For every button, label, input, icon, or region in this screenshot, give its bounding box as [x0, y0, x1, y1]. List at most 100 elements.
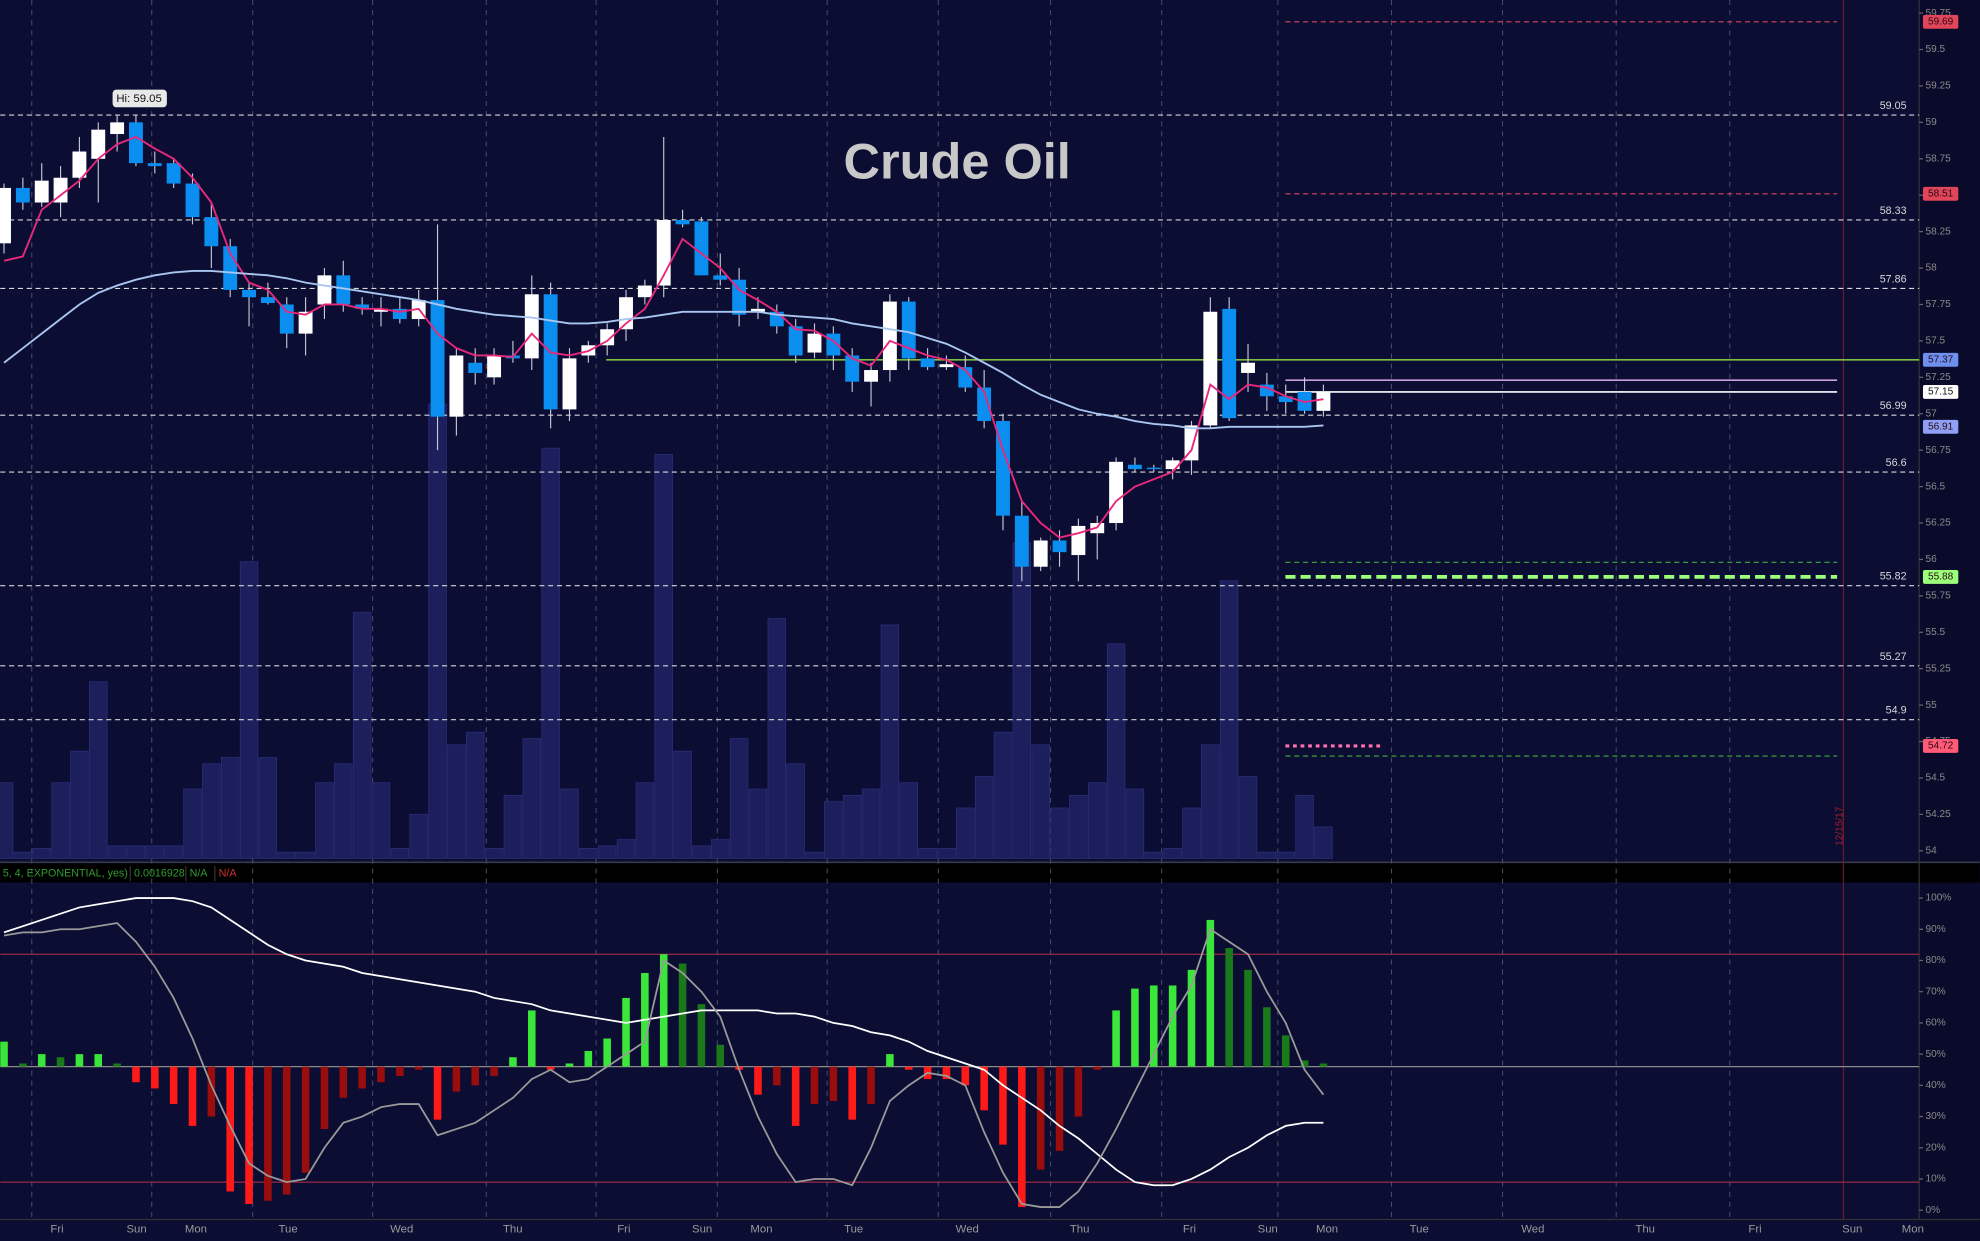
histogram-bar [810, 1066, 819, 1105]
volume-bar [805, 851, 824, 859]
volume-bar [1201, 744, 1220, 859]
candle-body [110, 122, 125, 135]
histogram-bar [1131, 988, 1139, 1067]
candle-body [1184, 425, 1199, 461]
histogram-bar [1281, 1035, 1290, 1067]
histogram-bar [433, 1066, 442, 1120]
histogram-bar [754, 1066, 762, 1095]
volume-bar [956, 807, 975, 859]
price-tag-label: 56.91 [1928, 422, 1954, 433]
candle-body [374, 308, 388, 312]
legend-strip [0, 863, 1980, 883]
histogram-bar [1018, 1066, 1026, 1208]
price-axis-bg [1919, 0, 1980, 1241]
histogram-bar [1074, 1066, 1083, 1117]
volume-bar [1144, 851, 1163, 859]
volume-bar [503, 794, 523, 859]
osc-tick-label: 60% [1925, 1018, 1945, 1029]
candle-body [1014, 515, 1029, 567]
volume-bar [654, 454, 673, 859]
osc-tick-label: 10% [1925, 1174, 1945, 1185]
candle-body [1071, 525, 1086, 556]
time-label: Wed [956, 1224, 979, 1236]
volume-bar [390, 847, 410, 859]
candle-body [72, 151, 87, 178]
y-tick-label: 56.5 [1925, 481, 1945, 492]
y-tick-label: 57.75 [1925, 299, 1951, 310]
candle-body [788, 326, 803, 356]
histogram-bar [301, 1066, 310, 1173]
candle-body [185, 183, 200, 218]
price-tag-label: 55.88 [1928, 572, 1954, 583]
volume-bar [334, 763, 353, 859]
histogram-bar [527, 1010, 536, 1067]
histogram-bar [320, 1066, 329, 1130]
histogram-bar [19, 1063, 27, 1067]
candle-body [53, 177, 68, 203]
histogram-bar [282, 1066, 291, 1195]
y-tick-label: 54.5 [1925, 773, 1945, 784]
candle-body [901, 301, 916, 359]
grid [31, 0, 1845, 1220]
candle-body [1278, 396, 1293, 403]
histogram-bar [980, 1066, 988, 1111]
volume-bar [824, 801, 843, 859]
volume-bar [466, 731, 485, 859]
candle-body [1127, 464, 1142, 470]
candle-body [562, 358, 577, 410]
level-label: 55.27 [1880, 651, 1907, 663]
y-tick-label: 54 [1925, 845, 1937, 856]
histogram-bar [603, 1038, 611, 1067]
y-tick-label: 56.75 [1925, 445, 1951, 456]
volume-bar [13, 851, 33, 859]
axes-layer: Fri Sun Mon Tue Wed Thu Fri Sun Mon Tue Wed Thu Fri S… [3, 8, 1959, 1236]
histogram-bar [622, 997, 630, 1067]
price-layer [0, 115, 1331, 582]
osc-legend: 0.0016928 [134, 867, 185, 879]
price-tag [1922, 419, 1959, 434]
volume-bar [89, 681, 108, 859]
price-tag [1922, 352, 1959, 367]
candle-body [317, 275, 332, 305]
levels-layer: 59.05 58.33 57.86 56.99 56.6 55.82 55.27 54.9 [0, 21, 1920, 757]
volume-bar [126, 845, 146, 859]
candle-body [958, 367, 973, 388]
y-tick-label: 57 [1925, 408, 1937, 419]
volume-bar [880, 624, 900, 859]
y-tick-label: 55.5 [1925, 627, 1945, 638]
y-tick-label: 55 [1925, 700, 1937, 711]
volume-bar [409, 813, 428, 859]
volume-bar [711, 839, 730, 859]
histogram-bar [132, 1066, 140, 1083]
histogram-bar [37, 1054, 46, 1067]
candle-body [996, 421, 1010, 516]
histogram-bar [1300, 1060, 1309, 1067]
histogram-bar [791, 1066, 800, 1126]
osc-tick-label: 50% [1925, 1049, 1945, 1060]
volume-bar [541, 447, 560, 859]
y-tick-label: 55.75 [1925, 591, 1951, 602]
volume-bar [1031, 744, 1050, 859]
volume-bar [1238, 776, 1258, 859]
osc-tick-label: 20% [1925, 1142, 1945, 1153]
volume-bar [1257, 851, 1277, 859]
histogram-bar [1187, 969, 1196, 1067]
candle-body [882, 301, 897, 371]
y-tick-label: 59.75 [1925, 8, 1951, 19]
histogram-bar [377, 1066, 385, 1083]
osc-line [3, 922, 1325, 1208]
candle-body [977, 387, 992, 422]
histogram-bar [678, 963, 687, 1067]
price-tag-label: 58.51 [1928, 188, 1954, 199]
volume-bar [522, 738, 541, 859]
histogram-bar [829, 1066, 838, 1101]
volume-bar [937, 847, 956, 859]
volume-bar [447, 744, 466, 859]
level-label: 56.99 [1880, 400, 1907, 412]
histogram-bar [1206, 919, 1215, 1067]
candle-body [147, 163, 162, 167]
volume-bar [164, 845, 183, 859]
price-tag [1922, 14, 1959, 29]
candle-body [732, 279, 747, 315]
